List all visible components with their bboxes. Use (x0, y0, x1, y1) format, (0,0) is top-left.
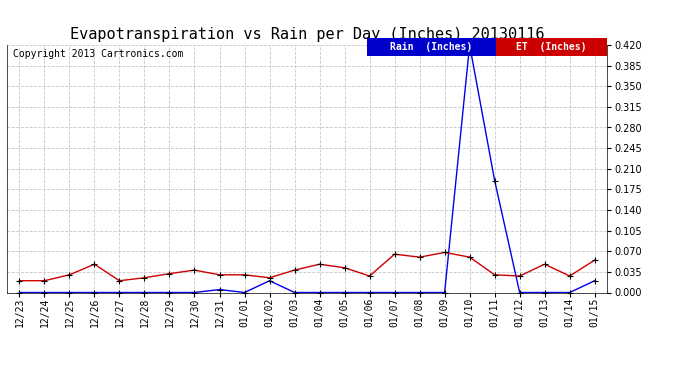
FancyBboxPatch shape (367, 38, 496, 56)
Text: ET  (Inches): ET (Inches) (516, 42, 587, 52)
Text: Copyright 2013 Cartronics.com: Copyright 2013 Cartronics.com (13, 49, 184, 59)
FancyBboxPatch shape (496, 38, 607, 56)
Text: Rain  (Inches): Rain (Inches) (391, 42, 473, 52)
Title: Evapotranspiration vs Rain per Day (Inches) 20130116: Evapotranspiration vs Rain per Day (Inch… (70, 27, 544, 42)
